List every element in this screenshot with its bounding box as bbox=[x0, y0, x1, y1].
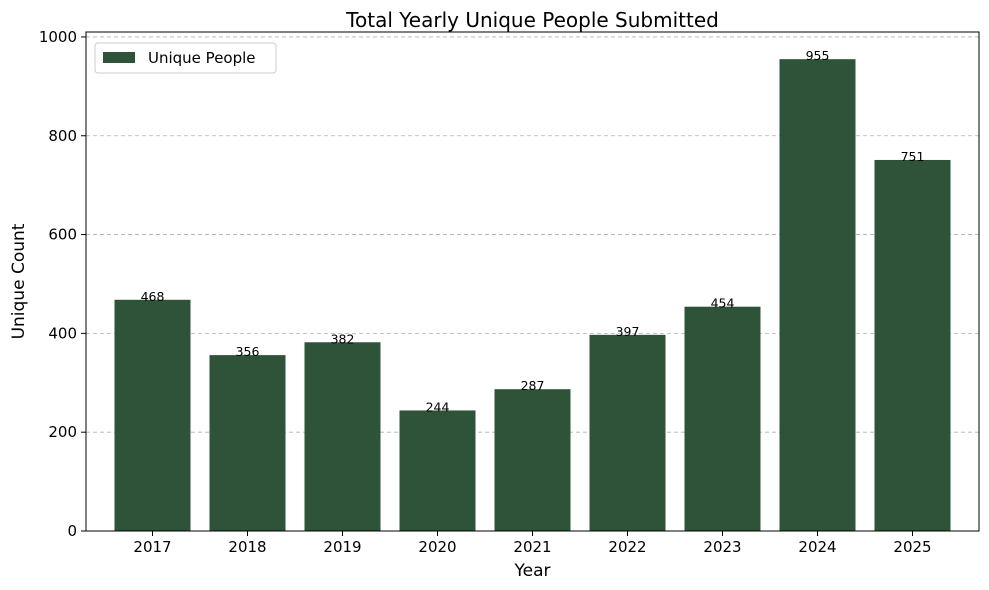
data-label-2023: 454 bbox=[711, 296, 735, 311]
data-label-2021: 287 bbox=[521, 378, 545, 393]
data-label-2020: 244 bbox=[426, 399, 450, 414]
x-axis-label: Year bbox=[514, 561, 551, 581]
x-tick-label: 2025 bbox=[893, 538, 931, 556]
bar-2024 bbox=[779, 59, 856, 531]
data-label-2018: 356 bbox=[236, 344, 260, 359]
x-tick-label: 2017 bbox=[133, 538, 171, 556]
legend: Unique People bbox=[94, 42, 277, 74]
data-label-2025: 751 bbox=[901, 149, 925, 164]
y-tick-label: 400 bbox=[48, 324, 77, 342]
bar-2020 bbox=[399, 410, 476, 531]
x-tick-label: 2018 bbox=[228, 538, 266, 556]
legend-label: Unique People bbox=[148, 49, 256, 67]
y-axis-label: Unique Count bbox=[9, 223, 29, 339]
data-label-2024: 955 bbox=[806, 48, 830, 63]
y-tick-label: 0 bbox=[67, 522, 77, 540]
x-tick-label: 2021 bbox=[513, 538, 551, 556]
x-tick-label: 2023 bbox=[703, 538, 741, 556]
bars bbox=[114, 59, 951, 532]
bar-2022 bbox=[589, 334, 666, 531]
bar-2021 bbox=[494, 389, 571, 531]
y-tick-label: 200 bbox=[48, 423, 77, 441]
legend-box bbox=[94, 42, 277, 74]
x-tick-label: 2020 bbox=[418, 538, 456, 556]
data-label-2017: 468 bbox=[141, 289, 165, 304]
data-labels: 468 356 382 244 287 397 454 955 751 bbox=[141, 48, 925, 414]
x-tick-label: 2022 bbox=[608, 538, 646, 556]
bar-2025 bbox=[874, 159, 951, 532]
x-tick-label: 2024 bbox=[798, 538, 836, 556]
bar-2023 bbox=[684, 306, 761, 531]
data-label-2022: 397 bbox=[616, 324, 640, 339]
y-tick-label: 600 bbox=[48, 226, 77, 244]
bar-2018 bbox=[209, 355, 286, 531]
bar-2019 bbox=[304, 342, 381, 531]
chart-title: Total Yearly Unique People Submitted bbox=[345, 8, 719, 32]
data-label-2019: 382 bbox=[331, 331, 355, 346]
legend-swatch bbox=[103, 52, 135, 63]
y-tick-label: 800 bbox=[48, 127, 77, 145]
y-tick-label: 1000 bbox=[39, 28, 77, 46]
x-tick-label: 2019 bbox=[323, 538, 361, 556]
bar-2017 bbox=[114, 299, 191, 531]
axes: 0 200 400 600 800 1000 2017 2018 2019 2020 2021 202… bbox=[39, 28, 980, 556]
